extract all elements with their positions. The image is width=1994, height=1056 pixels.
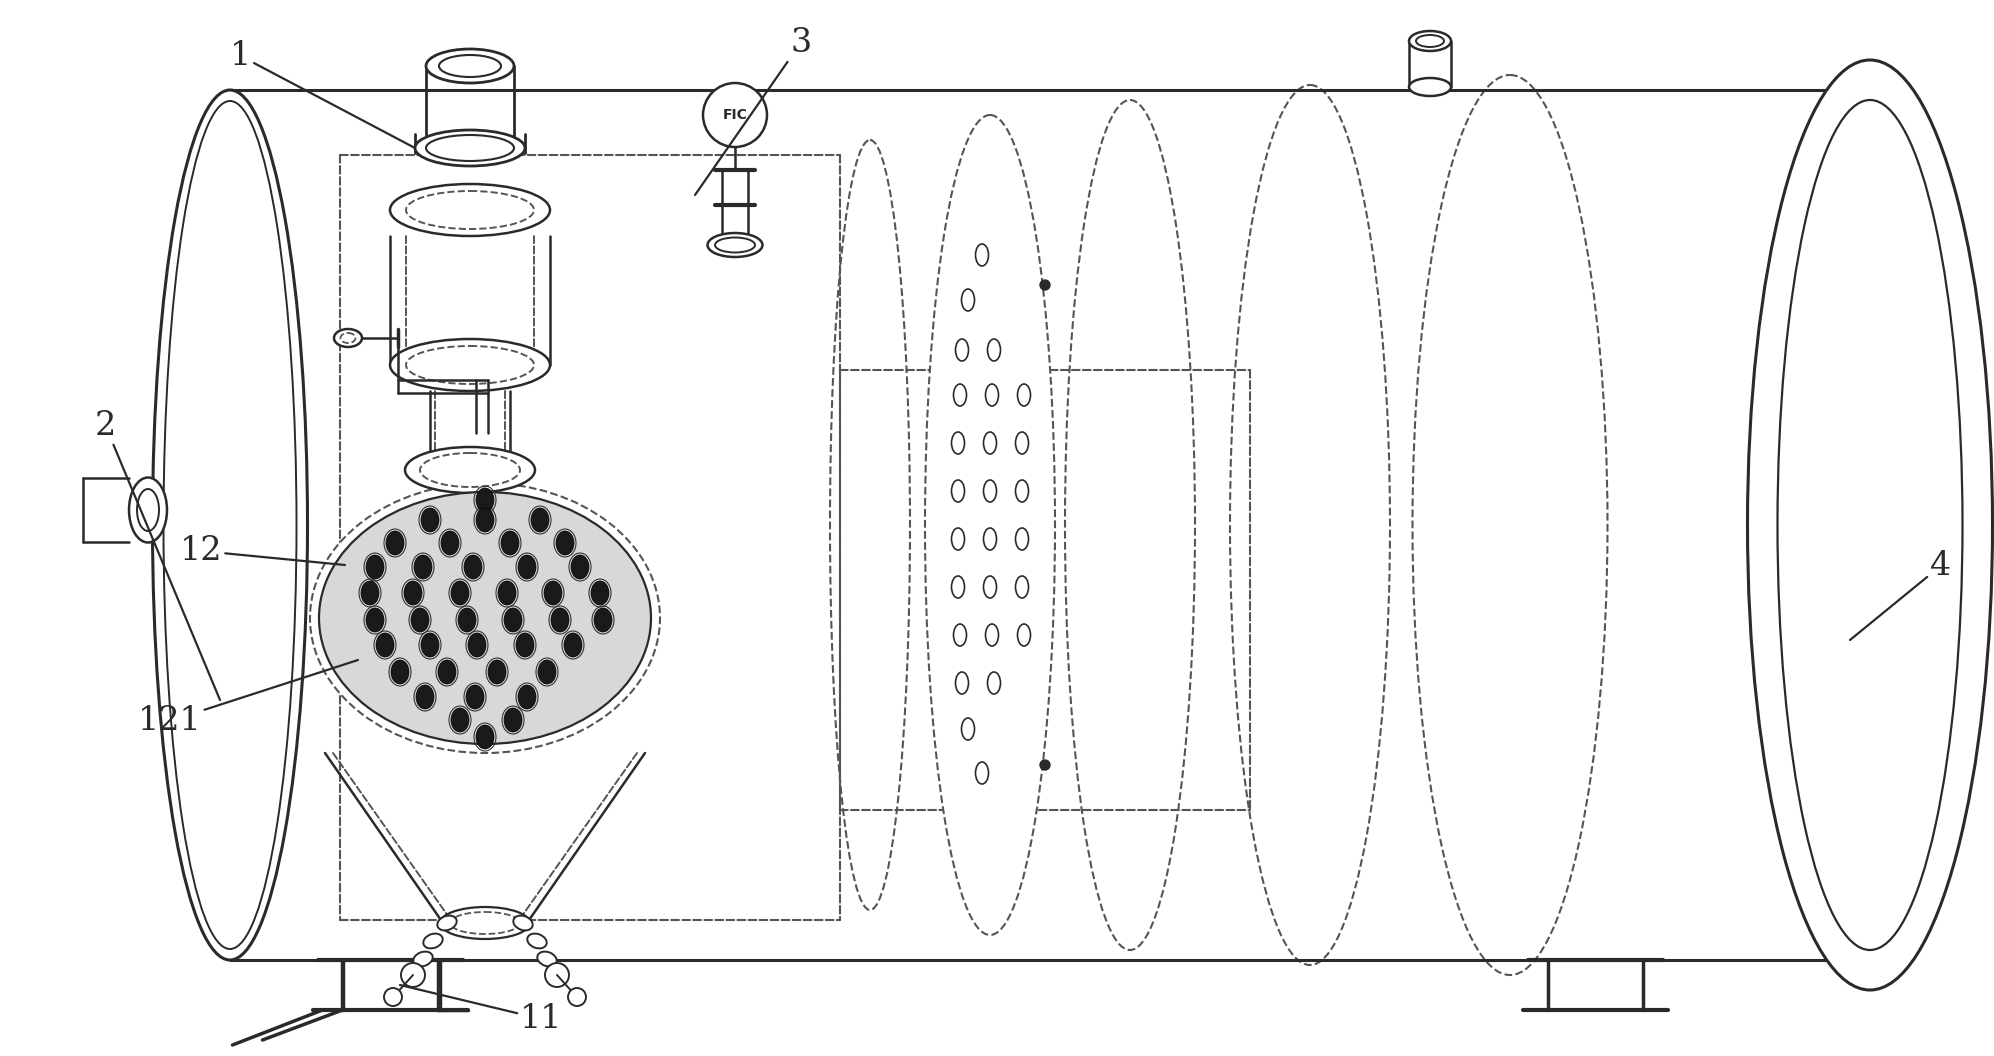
Ellipse shape <box>1410 31 1452 51</box>
Ellipse shape <box>437 916 457 930</box>
Ellipse shape <box>441 531 459 555</box>
Ellipse shape <box>465 555 483 579</box>
Text: 1: 1 <box>229 40 415 148</box>
Ellipse shape <box>1410 78 1452 96</box>
Ellipse shape <box>504 608 522 631</box>
Ellipse shape <box>477 508 495 532</box>
Ellipse shape <box>417 685 435 709</box>
Circle shape <box>385 988 403 1006</box>
Ellipse shape <box>504 708 522 732</box>
Ellipse shape <box>570 555 588 579</box>
Ellipse shape <box>441 907 530 939</box>
Ellipse shape <box>590 581 608 605</box>
Ellipse shape <box>451 581 469 605</box>
Ellipse shape <box>708 233 762 257</box>
Ellipse shape <box>367 608 385 631</box>
Ellipse shape <box>405 581 423 605</box>
Ellipse shape <box>411 608 429 631</box>
Ellipse shape <box>427 49 514 83</box>
Ellipse shape <box>367 555 385 579</box>
Ellipse shape <box>538 660 556 684</box>
Ellipse shape <box>130 477 167 543</box>
Ellipse shape <box>516 633 534 657</box>
Ellipse shape <box>518 555 536 579</box>
Ellipse shape <box>391 184 550 235</box>
Ellipse shape <box>556 531 574 555</box>
Ellipse shape <box>421 633 439 657</box>
Ellipse shape <box>550 608 568 631</box>
Ellipse shape <box>405 447 534 493</box>
Ellipse shape <box>518 685 536 709</box>
Ellipse shape <box>415 130 524 166</box>
Ellipse shape <box>512 916 532 930</box>
Ellipse shape <box>451 708 469 732</box>
Circle shape <box>568 988 586 1006</box>
Circle shape <box>1041 760 1051 770</box>
Text: 3: 3 <box>696 27 812 195</box>
Ellipse shape <box>536 951 556 966</box>
Ellipse shape <box>415 555 433 579</box>
Text: 12: 12 <box>179 535 345 567</box>
Ellipse shape <box>544 581 562 605</box>
Ellipse shape <box>319 492 650 744</box>
Ellipse shape <box>1747 60 1992 991</box>
Ellipse shape <box>530 508 548 532</box>
Circle shape <box>401 963 425 987</box>
Ellipse shape <box>391 339 550 391</box>
Ellipse shape <box>564 633 582 657</box>
Text: 4: 4 <box>1850 550 1950 640</box>
Ellipse shape <box>413 951 433 966</box>
Text: 2: 2 <box>96 410 219 700</box>
Ellipse shape <box>489 660 506 684</box>
Ellipse shape <box>387 531 405 555</box>
Text: 121: 121 <box>138 660 359 737</box>
Ellipse shape <box>421 508 439 532</box>
Ellipse shape <box>152 90 307 960</box>
Ellipse shape <box>469 633 487 657</box>
Ellipse shape <box>309 483 660 753</box>
Ellipse shape <box>423 934 443 948</box>
Ellipse shape <box>377 633 395 657</box>
Ellipse shape <box>439 660 457 684</box>
Ellipse shape <box>594 608 612 631</box>
Ellipse shape <box>500 531 518 555</box>
Ellipse shape <box>498 581 516 605</box>
Circle shape <box>544 963 568 987</box>
Text: FIC: FIC <box>722 108 748 122</box>
Text: 11: 11 <box>401 985 562 1035</box>
Ellipse shape <box>361 581 379 605</box>
Ellipse shape <box>391 660 409 684</box>
Ellipse shape <box>477 488 495 512</box>
Ellipse shape <box>526 934 546 948</box>
Ellipse shape <box>335 329 363 347</box>
Circle shape <box>704 83 768 147</box>
Ellipse shape <box>459 608 477 631</box>
Ellipse shape <box>467 685 485 709</box>
Ellipse shape <box>477 725 495 749</box>
Circle shape <box>1041 280 1051 290</box>
Ellipse shape <box>925 115 1055 935</box>
